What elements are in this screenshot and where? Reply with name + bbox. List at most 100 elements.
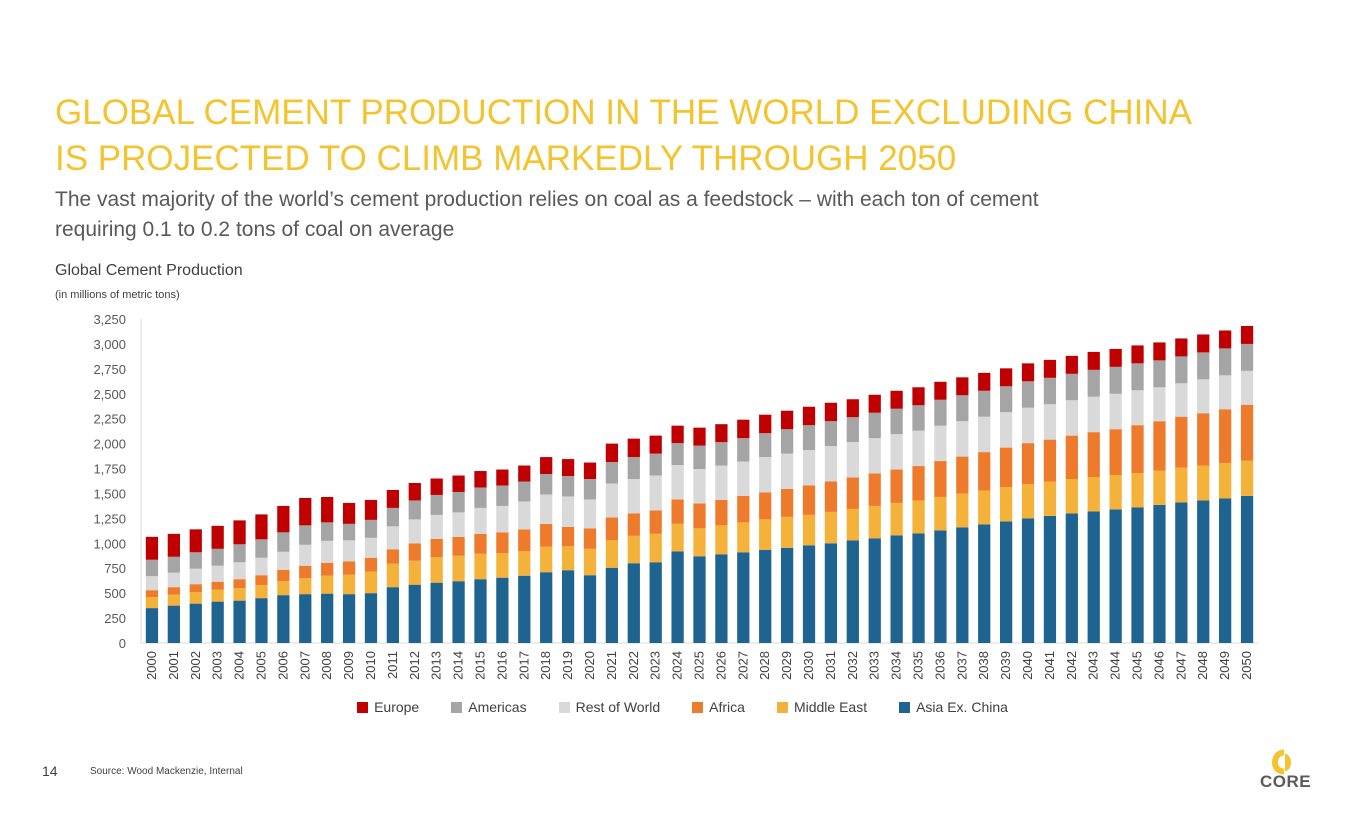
bar-segment (518, 529, 531, 552)
bar-segment (1087, 477, 1100, 512)
bar-segment (452, 555, 465, 582)
bar-segment (890, 535, 903, 643)
bar-segment (912, 387, 925, 406)
bar-segment (474, 507, 487, 534)
x-tick-label: 2014 (451, 651, 466, 680)
bar-segment (846, 477, 859, 509)
bar-segment (1175, 467, 1188, 503)
bar-segment (715, 499, 728, 526)
bar-segment (868, 473, 881, 506)
bar-segment (649, 435, 662, 454)
bar-segment (408, 560, 421, 585)
bar-segment (321, 522, 334, 541)
bar-segment (824, 481, 838, 512)
bar-segment (1240, 404, 1254, 461)
bar-segment (255, 585, 268, 599)
x-tick-label: 2044 (1108, 651, 1123, 680)
core-logo-text: CORE (1260, 772, 1312, 791)
bar-segment (1240, 370, 1254, 405)
bar-segment (671, 425, 684, 444)
bar-segment (956, 456, 969, 494)
bar-segment (1240, 495, 1254, 643)
bar-segment (1109, 509, 1122, 643)
bar-segment (1065, 400, 1078, 436)
x-tick-label: 2021 (604, 651, 619, 680)
bar-segment (846, 508, 859, 541)
bar-segment (1131, 507, 1144, 643)
y-tick-label: 2,000 (93, 437, 126, 452)
bar-segment (1109, 429, 1122, 476)
bar-segment (1153, 470, 1166, 505)
bar-segment (299, 565, 312, 579)
bar-segment (890, 434, 903, 470)
bar-segment (1043, 404, 1057, 440)
bar-segment (452, 536, 465, 556)
bar-segment (1021, 443, 1035, 484)
bar-segment (211, 589, 224, 602)
bar-segment (561, 526, 575, 547)
bar-segment (868, 505, 881, 539)
bar-segment (277, 581, 290, 596)
x-tick-label: 2004 (232, 651, 247, 680)
bar-segment (1087, 432, 1100, 478)
legend-item: Europe (357, 699, 419, 715)
bar-segment (912, 533, 925, 643)
x-tick-label: 2013 (429, 651, 444, 680)
bar-segment (233, 600, 246, 643)
bar-segment (715, 554, 728, 643)
bar-segment (211, 581, 224, 590)
x-tick-label: 2000 (144, 651, 159, 680)
bar-segment (1153, 342, 1166, 361)
bar-segment (627, 479, 640, 514)
legend-label: Asia Ex. China (916, 699, 1008, 715)
bar-segment (496, 532, 509, 554)
bar-segment (693, 469, 706, 504)
page-title-line-2: IS PROJECTED TO CLIMB MARKEDLY THROUGH 2… (55, 139, 957, 178)
bar-segment (1153, 504, 1166, 643)
bar-segment (627, 535, 640, 564)
bar-segment (255, 598, 268, 643)
bar-segment (1219, 409, 1232, 464)
legend-item: Middle East (776, 699, 867, 715)
y-tick-label: 2,250 (93, 412, 126, 427)
bar-segment (1021, 363, 1035, 382)
bar-segment (978, 416, 991, 453)
bar-segment (277, 569, 290, 582)
bar-segment (824, 543, 838, 643)
bar-segment (956, 493, 969, 528)
bar-segment (759, 457, 772, 493)
bar-segment (1021, 381, 1035, 408)
bar-segment (780, 429, 794, 454)
bar-segment (299, 578, 312, 595)
x-tick-label: 2048 (1195, 651, 1210, 680)
bar-segment (649, 533, 662, 563)
x-tick-label: 2035 (911, 651, 926, 680)
bar-segment (759, 433, 772, 458)
x-tick-label: 2025 (692, 651, 707, 680)
legend-item: Americas (451, 699, 527, 715)
x-tick-label: 2015 (472, 651, 487, 680)
page-subtitle-line-2: requiring 0.1 to 0.2 tons of coal on ave… (55, 218, 455, 241)
bar-segment (474, 471, 487, 488)
bar-segment (496, 469, 509, 486)
bar-segment (408, 500, 421, 520)
bar-segment (561, 546, 575, 571)
x-tick-label: 2042 (1064, 651, 1079, 680)
bar-segment (1153, 387, 1166, 422)
bar-segment (1021, 407, 1035, 444)
chart-units: (in millions of metric tons) (55, 289, 180, 301)
legend-swatch (899, 701, 911, 713)
bar-segment (386, 549, 400, 564)
bar-segment (1131, 473, 1144, 508)
bar-segment (1065, 479, 1078, 514)
bar-segment (715, 424, 728, 443)
bar-segment (693, 503, 706, 529)
y-tick-label: 0 (119, 636, 126, 651)
bar-segment (145, 590, 159, 598)
legend-swatch (776, 701, 788, 713)
bar-segment (1197, 465, 1210, 501)
x-tick-label: 2041 (1042, 651, 1057, 680)
bar-segment (496, 485, 509, 506)
bar-segment (321, 562, 334, 576)
bar-segment (605, 517, 619, 541)
